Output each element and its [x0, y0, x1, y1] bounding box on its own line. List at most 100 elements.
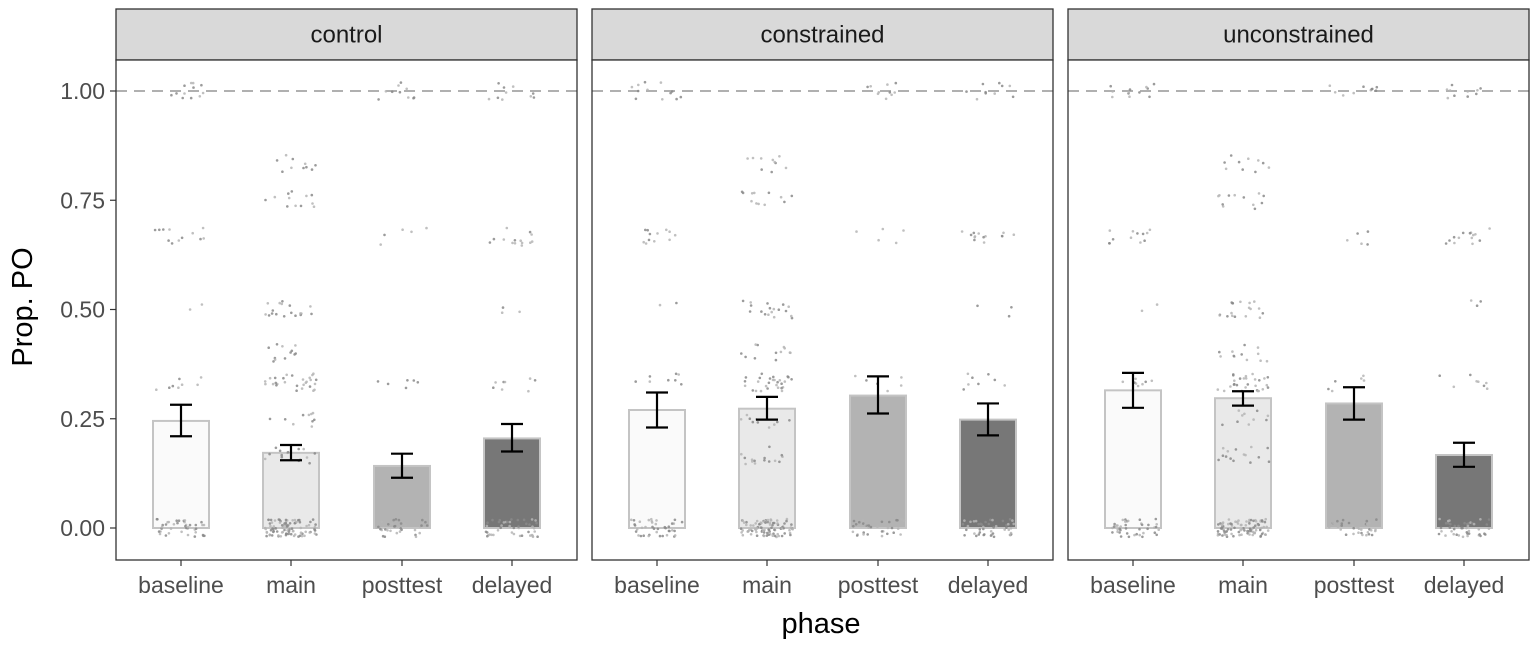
data-point	[1233, 193, 1236, 197]
data-point	[781, 303, 785, 306]
data-point	[313, 452, 317, 455]
data-point	[392, 518, 396, 522]
data-point	[287, 192, 290, 195]
data-point	[654, 522, 658, 526]
data-point	[1119, 535, 1123, 538]
data-point	[282, 376, 285, 380]
data-point	[500, 311, 504, 315]
data-point	[424, 520, 427, 524]
data-point	[277, 518, 281, 521]
data-point	[854, 523, 858, 526]
data-point	[1229, 528, 1233, 531]
data-point	[773, 160, 776, 164]
data-point	[298, 520, 302, 524]
data-point	[313, 382, 317, 386]
data-point	[655, 530, 658, 534]
data-point	[652, 527, 656, 530]
data-point	[1479, 300, 1482, 303]
data-point	[746, 530, 749, 533]
data-point	[310, 425, 314, 428]
data-point	[1154, 517, 1158, 521]
data-point	[1218, 314, 1221, 317]
data-point	[164, 523, 168, 526]
data-point	[265, 531, 269, 534]
data-point	[517, 525, 520, 528]
facet-label: unconstrained	[1223, 22, 1374, 49]
data-point	[399, 81, 403, 84]
data-point	[168, 386, 171, 390]
data-point	[1011, 519, 1014, 522]
data-point	[1461, 231, 1465, 235]
data-point	[268, 522, 272, 525]
data-point	[267, 314, 271, 317]
data-point	[1246, 383, 1250, 386]
data-point	[1238, 533, 1241, 537]
data-point	[310, 312, 313, 316]
data-point	[520, 534, 524, 537]
data-point	[777, 308, 781, 312]
data-point	[502, 521, 506, 524]
data-point	[500, 388, 504, 391]
data-point	[750, 199, 753, 203]
data-point	[1340, 524, 1343, 527]
data-point	[1232, 354, 1236, 358]
data-point	[973, 532, 976, 535]
data-point	[292, 422, 295, 426]
data-point	[281, 170, 284, 173]
data-point	[1446, 519, 1450, 523]
data-point	[1357, 527, 1361, 530]
x-tick-label: main	[266, 572, 316, 598]
data-point	[967, 383, 970, 386]
data-point	[859, 524, 863, 528]
data-point	[741, 519, 744, 522]
data-point	[992, 535, 996, 539]
data-point	[297, 535, 300, 538]
data-point	[773, 534, 777, 538]
data-point	[267, 518, 270, 522]
data-point	[383, 233, 386, 237]
data-point	[783, 200, 786, 204]
data-point	[488, 533, 491, 536]
data-point	[1266, 376, 1270, 379]
data-point	[655, 519, 658, 522]
data-point	[1266, 446, 1269, 450]
data-point	[902, 229, 905, 232]
data-point	[1116, 528, 1119, 531]
data-point	[1237, 530, 1241, 534]
data-point	[1254, 384, 1257, 388]
data-point	[270, 521, 274, 524]
data-point	[1366, 531, 1370, 534]
data-point	[1124, 518, 1127, 521]
data-point	[900, 518, 903, 521]
data-point	[661, 98, 664, 101]
data-point	[497, 520, 501, 524]
data-point	[1246, 532, 1249, 535]
data-point	[308, 376, 312, 380]
data-point	[764, 384, 768, 388]
data-point	[399, 522, 403, 525]
data-point	[1477, 528, 1481, 531]
data-point	[984, 520, 987, 524]
data-point	[1248, 522, 1251, 525]
data-point	[637, 83, 640, 87]
data-point	[305, 380, 308, 384]
data-point	[1242, 453, 1246, 456]
data-point	[273, 358, 277, 361]
data-point	[512, 532, 516, 536]
data-point	[1145, 231, 1149, 235]
data-point	[1231, 301, 1234, 305]
data-point	[753, 191, 756, 195]
data-point	[756, 421, 760, 424]
data-point	[766, 518, 770, 522]
data-point	[1351, 524, 1354, 528]
data-point	[508, 520, 512, 524]
data-point	[496, 529, 500, 532]
data-point	[1365, 519, 1369, 523]
data-point	[314, 523, 317, 526]
data-point	[1218, 533, 1221, 536]
data-point	[168, 228, 171, 231]
data-point	[1347, 521, 1351, 525]
data-point	[510, 531, 514, 534]
data-point	[1133, 533, 1136, 537]
data-point	[520, 241, 524, 245]
